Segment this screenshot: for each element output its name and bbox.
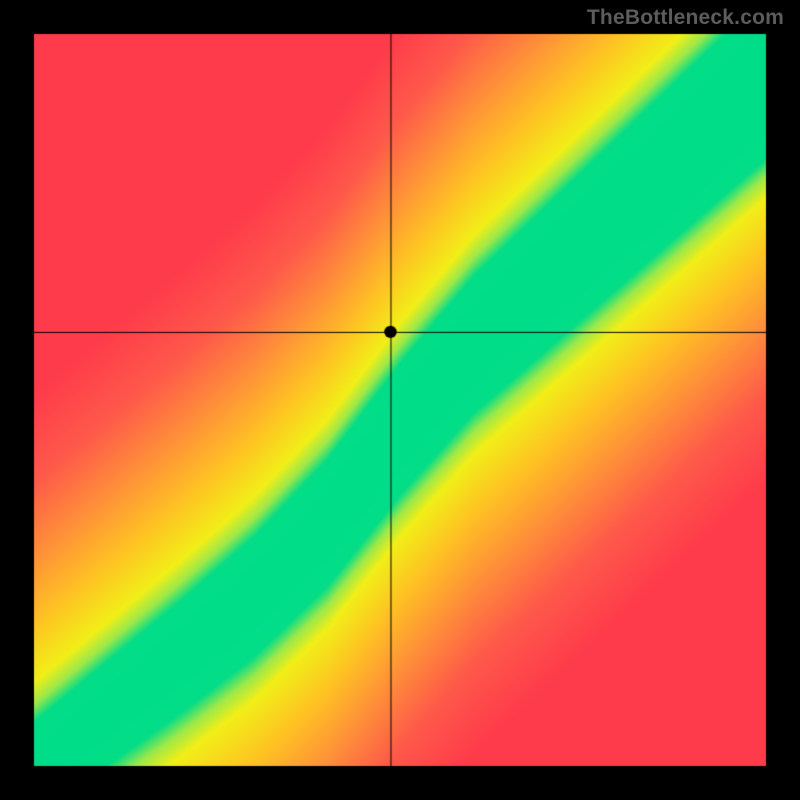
watermark-text: TheBottleneck.com xyxy=(587,6,784,30)
chart-container: TheBottleneck.com xyxy=(0,0,800,800)
bottleneck-heatmap xyxy=(0,0,800,800)
